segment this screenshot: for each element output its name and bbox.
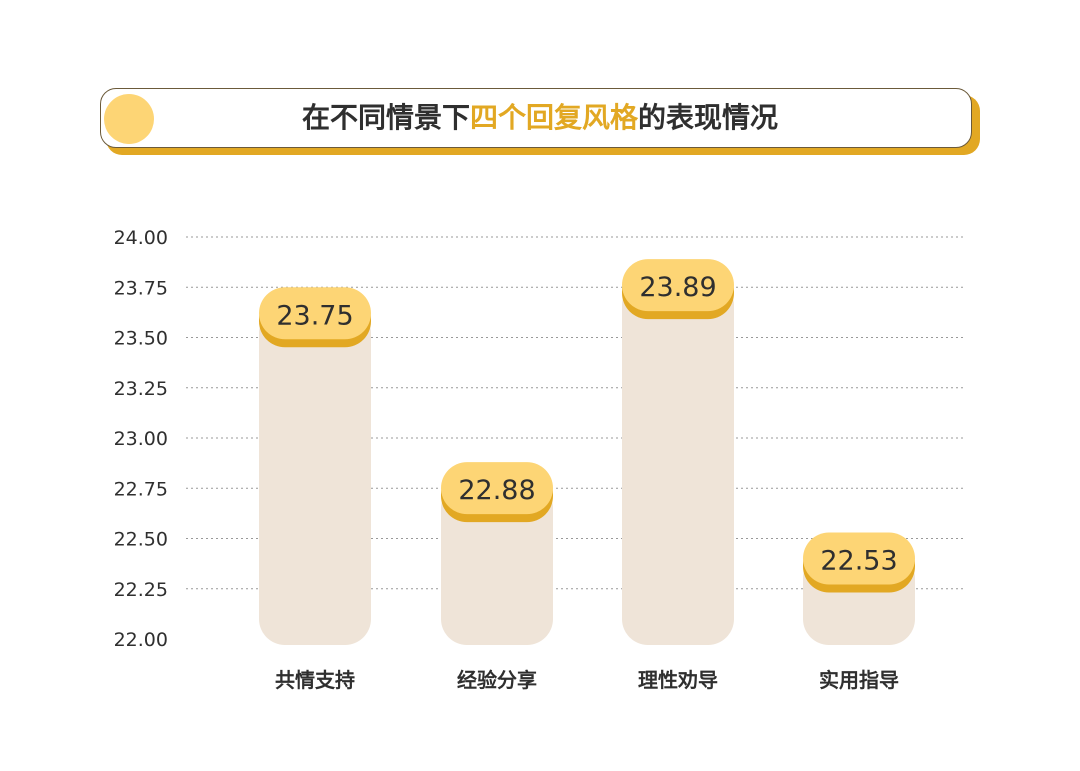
y-tick-label: 23.25 <box>114 378 168 400</box>
y-tick-label: 22.50 <box>114 529 168 551</box>
data-label: 23.75 <box>276 300 353 331</box>
x-tick-label: 经验分享 <box>457 668 537 692</box>
value-pill <box>622 259 734 312</box>
value-pill <box>803 532 915 585</box>
y-tick-label: 23.00 <box>114 428 168 450</box>
data-label: 22.88 <box>458 475 535 506</box>
value-pill <box>259 287 371 340</box>
bar <box>441 482 553 645</box>
y-tick-label: 22.25 <box>114 579 168 601</box>
chart-title: 在不同情景下四个回复风格的表现情况 <box>100 88 980 148</box>
y-tick-label: 22.00 <box>114 629 168 651</box>
y-tick-label: 23.50 <box>114 328 168 350</box>
title-text-highlight: 四个回复风格 <box>469 101 638 134</box>
title-dot-decoration <box>104 94 154 144</box>
x-tick-label: 共情支持 <box>275 668 355 692</box>
value-pill <box>441 462 553 515</box>
title-text-pre: 在不同情景下 <box>301 101 470 134</box>
bar <box>622 279 734 645</box>
data-label: 22.53 <box>820 545 897 576</box>
y-tick-label: 23.75 <box>114 277 168 299</box>
x-tick-label: 实用指导 <box>819 668 899 692</box>
title-text-post: 的表现情况 <box>638 101 779 134</box>
y-tick-label: 24.00 <box>114 227 168 249</box>
title-banner <box>100 88 972 148</box>
x-tick-label: 理性劝导 <box>638 668 718 692</box>
bar <box>259 307 371 645</box>
data-label: 23.89 <box>639 272 716 303</box>
y-tick-label: 22.75 <box>114 478 168 500</box>
